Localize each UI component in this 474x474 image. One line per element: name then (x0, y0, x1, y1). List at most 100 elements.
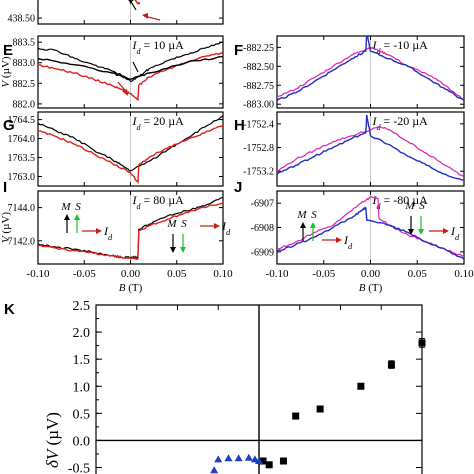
panel-k-ylabel: δV (µV) (43, 412, 62, 468)
xtick-label: -0.10 (266, 268, 289, 280)
d-arrowhead-red (142, 13, 148, 19)
series-group (277, 36, 464, 101)
ytick-label: -1752.8 (243, 143, 274, 154)
current-annotation: Id = 80 µA (132, 193, 185, 211)
series-line (277, 206, 464, 260)
i-left-s-arrowhead (74, 214, 80, 220)
current-annotation: Id = 10 µA (132, 38, 185, 56)
panel-letter-j: J (234, 179, 242, 196)
panel-f: -882.25 -882.50 -882.75 -883.00 Id = -10 µA (243, 35, 465, 111)
ytick-label: 882.5 (13, 79, 36, 90)
panel-letter-g: G (3, 117, 15, 134)
current-annotation: Id = -10 µA (372, 38, 429, 56)
panel-k: 2.5 2.0 1.5 1.0 0.5 0.0 -0.5 δV (µV) (43, 299, 426, 474)
ytick-label: 1763.5 (8, 153, 36, 164)
j-right-s-label: S (419, 200, 425, 212)
panel-k-ytick-label: 0.0 (73, 434, 91, 449)
i-left-s-label: S (75, 201, 81, 213)
panel-k-ytick-label: -0.5 (68, 462, 90, 474)
panel-k-point-square (259, 457, 267, 465)
panel-k-point-triangle (255, 457, 263, 464)
ytick-label: -882.50 (243, 62, 274, 73)
panel-k-point-triangle (244, 453, 253, 461)
ytick-label: -883.00 (243, 100, 274, 111)
series-line (38, 115, 223, 172)
panel-k-ytick-label: 2.0 (73, 326, 91, 341)
xtick-label: 0.10 (213, 268, 233, 280)
series-line (277, 36, 464, 101)
ytick-label: -882.25 (243, 43, 274, 54)
ytick-label: 438.50 (8, 14, 36, 25)
xtick-label: 0.00 (361, 268, 381, 280)
series-group (277, 114, 464, 181)
e-arrowhead-1 (122, 89, 128, 96)
j-left-i-arrowhead (336, 237, 342, 243)
ytick-label: -882.75 (243, 81, 274, 92)
panel-e: 883.5 883.0 882.5 882.0 V (µV) Id = 10 µA (0, 35, 224, 110)
panel-k-point-triangle (214, 455, 223, 463)
j-left-s-label: S (311, 209, 317, 221)
ytick-label: -6909 (251, 247, 274, 258)
panel-letter-h: H (234, 117, 245, 134)
panel-k-point-square (316, 405, 324, 413)
x-axis-label: B (T) (359, 282, 383, 294)
panel-k-point-square (279, 457, 287, 465)
panel-k-point-triangle (234, 454, 243, 462)
i-left-m-arrowhead (64, 214, 70, 220)
panel-k-ytick-label: 0.5 (73, 407, 91, 422)
panel-k-point-square (265, 461, 273, 469)
xtick-label: -0.10 (27, 268, 50, 280)
panel-k-point-square (357, 382, 365, 390)
j-right-m-label: M (404, 200, 415, 212)
j-right-i-label: Id (450, 224, 460, 242)
series-group (277, 196, 464, 260)
current-annotation: Id = 20 µA (132, 114, 185, 132)
ytick-label: 7144.0 (8, 203, 36, 214)
panel-k-ytick-label: 2.5 (73, 299, 91, 314)
j-right-m-arrowhead (408, 229, 414, 235)
series-group (38, 197, 223, 261)
panel-letter-i: I (3, 179, 7, 196)
i-left-i-label: Id (103, 224, 113, 242)
ytick-label: 882.0 (13, 99, 36, 110)
xtick-label: 0.00 (121, 268, 141, 280)
i-right-m-arrowhead (170, 247, 176, 253)
ytick-label: 1764.0 (8, 134, 36, 145)
current-annotation: Id = -20 µA (372, 114, 429, 132)
i-left-i-arrowhead (96, 228, 102, 234)
series-line (134, 0, 141, 5)
ytick-label: 883.0 (13, 58, 36, 69)
panel-k-point-square (292, 412, 300, 420)
panel-h: -1752.4 -1752.8 -1753.2 Id = -20 µA (243, 111, 465, 187)
series-line (38, 41, 223, 82)
series-group (38, 115, 223, 185)
x-axis-label: B (T) (119, 282, 143, 294)
i-right-i-label: Id (221, 219, 231, 237)
series-line (277, 46, 464, 101)
j-right-s-arrowhead (418, 229, 424, 235)
ytick-label: -1752.4 (243, 119, 274, 130)
series-line (38, 201, 223, 261)
ytick-label: 883.5 (13, 38, 36, 49)
j-left-s-arrowhead (310, 222, 316, 228)
panel-labels: E F G H I J K (3, 42, 245, 318)
j-left-i-label: Id (343, 233, 353, 251)
ytick-label: 1764.5 (8, 115, 36, 126)
panel-j: -6907 -6908 -6909 -0.10 -0.05 0.00 0.05 0.10 B (… (251, 190, 474, 294)
current-annotation: Id = -80 µA (372, 193, 429, 211)
xtick-label: 0.05 (167, 268, 187, 280)
panel-g: 1764.5 1764.0 1763.5 1763.0 Id = 20 µA (8, 111, 224, 187)
y-axis-label: V (µV) (0, 212, 12, 243)
series-line (128, 0, 134, 5)
panel-k-point-triangle (210, 466, 219, 474)
xtick-label: -0.05 (312, 268, 335, 280)
j-left-m-label: M (296, 209, 307, 221)
ytick-label: -6907 (251, 199, 274, 210)
ytick-label: 1763.0 (8, 172, 36, 183)
xtick-label: -0.05 (73, 268, 96, 280)
panel-k-point-triangle (224, 454, 233, 462)
ytick-label: 7142.0 (8, 236, 36, 247)
i-right-s-label: S (181, 218, 187, 230)
panel-k-point-triangle (250, 455, 259, 463)
